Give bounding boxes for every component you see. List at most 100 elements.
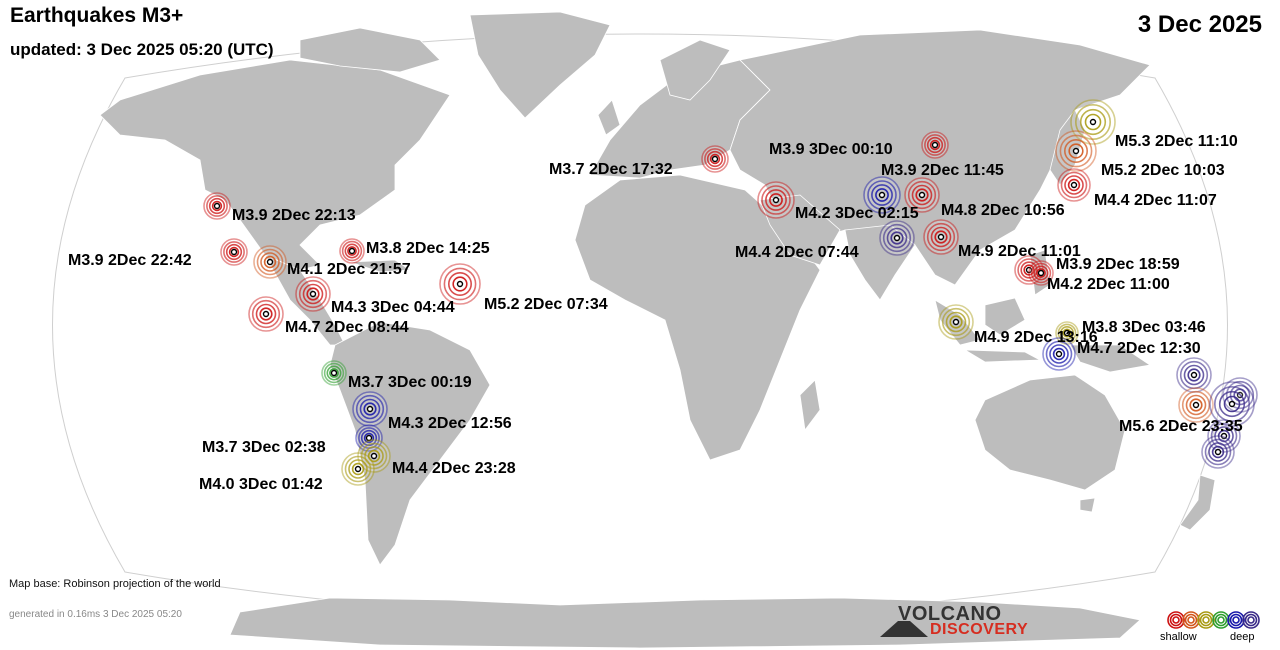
earthquake-marker[interactable]	[1201, 435, 1235, 469]
earthquake-marker[interactable]	[1055, 130, 1097, 172]
generated-note: generated in 0.16ms 3 Dec 2025 05:20	[9, 609, 182, 620]
legend-ring	[1187, 616, 1195, 624]
quake-label: M3.9 2Dec 22:13	[232, 207, 356, 224]
quake-label: M3.9 2Dec 18:59	[1056, 256, 1180, 273]
quake-label: M4.4 2Dec 23:28	[392, 460, 516, 477]
quake-label: M5.3 2Dec 11:10	[1115, 133, 1238, 150]
quake-label: M4.4 2Dec 07:44	[735, 244, 859, 261]
page-title: Earthquakes M3+	[10, 4, 184, 27]
current-date: 3 Dec 2025	[1137, 11, 1262, 38]
earthquake-marker[interactable]	[1070, 99, 1116, 145]
legend-ring	[1184, 613, 1198, 627]
arabian-peninsula	[759, 194, 841, 266]
quake-label: M4.1 2Dec 21:57	[287, 261, 411, 278]
earthquake-marker[interactable]	[701, 145, 729, 173]
legend-ring	[1214, 613, 1228, 627]
earthquake-marker[interactable]	[757, 181, 795, 219]
indonesia-borneo	[984, 297, 1026, 336]
earthquake-marker[interactable]	[1178, 387, 1214, 423]
quake-label: M4.7 2Dec 12:30	[1077, 340, 1201, 357]
earthquake-marker[interactable]	[1055, 321, 1079, 345]
quake-label: M3.9 2Dec 22:42	[68, 252, 192, 269]
earthquake-marker[interactable]	[1209, 381, 1255, 427]
greenland	[469, 11, 611, 119]
earthquake-marker[interactable]	[203, 192, 231, 220]
quake-label: M4.3 3Dec 04:44	[331, 299, 455, 316]
quake-label: M4.3 2Dec 12:56	[388, 415, 512, 432]
quake-label: M3.9 3Dec 00:10	[769, 141, 893, 158]
quake-label: M4.9 2Dec 11:01	[958, 243, 1081, 260]
legend-ring	[1229, 613, 1243, 627]
legend-ring	[1227, 611, 1245, 629]
earthquake-marker[interactable]	[248, 296, 284, 332]
quake-label: M4.2 2Dec 11:00	[1047, 276, 1170, 293]
earthquake-markers	[203, 99, 1258, 486]
earthquake-marker[interactable]	[1042, 337, 1076, 371]
earthquake-marker[interactable]	[321, 360, 347, 386]
earthquake-marker[interactable]	[295, 276, 331, 312]
earthquake-marker[interactable]	[1176, 357, 1212, 393]
legend-ring	[1172, 616, 1180, 624]
japan	[1049, 109, 1086, 186]
earthquake-marker[interactable]	[879, 220, 915, 256]
quake-label: M5.6 2Dec 23:35	[1119, 418, 1243, 435]
legend-ring	[1232, 616, 1240, 624]
arctic-islands	[299, 27, 441, 73]
legend-ring	[1169, 613, 1183, 627]
logo-line2: DISCOVERY	[930, 621, 1029, 638]
legend-ring	[1217, 616, 1225, 624]
australia	[974, 374, 1126, 491]
quake-label: M3.7 2Dec 17:32	[549, 161, 673, 178]
quake-label: M5.2 2Dec 10:03	[1101, 162, 1225, 179]
quake-label: M4.7 2Dec 08:44	[285, 319, 409, 336]
earthquake-marker[interactable]	[1028, 260, 1054, 286]
quake-label: M4.0 3Dec 01:42	[199, 476, 323, 493]
madagascar	[799, 379, 821, 432]
legend-ring	[1197, 611, 1215, 629]
depth-legend: shallow deep	[1160, 606, 1270, 646]
north-america	[99, 59, 451, 271]
quake-label: M3.8 2Dec 14:25	[366, 240, 490, 257]
earthquake-marker[interactable]	[253, 245, 287, 279]
new-guinea	[1069, 344, 1152, 373]
volcano-discovery-logo[interactable]: VOLCANO DISCOVERY	[880, 603, 1040, 643]
legend-ring	[1202, 616, 1210, 624]
legend-ring	[1242, 611, 1260, 629]
earthquake-marker[interactable]	[341, 452, 375, 486]
quake-labels: M3.9 2Dec 22:13 M3.9 2Dec 22:42 M4.1 2De…	[68, 133, 1243, 493]
earthquake-marker[interactable]	[921, 131, 949, 159]
legend-shallow-label: shallow	[1160, 631, 1197, 643]
volcano-icon	[880, 621, 928, 637]
logo-line1: VOLCANO	[898, 603, 1002, 625]
earthquake-marker[interactable]	[339, 238, 365, 264]
africa	[574, 174, 821, 461]
earthquake-marker[interactable]	[938, 304, 974, 340]
quake-label: M4.2 3Dec 02:15	[795, 205, 919, 222]
legend-ring	[1212, 611, 1230, 629]
map-base-note: Map base: Robinson projection of the wor…	[9, 578, 221, 590]
earthquake-marker[interactable]	[863, 176, 901, 214]
new-zealand	[1179, 474, 1216, 531]
updated-timestamp: updated: 3 Dec 2025 05:20 (UTC)	[10, 40, 274, 59]
earthquake-marker[interactable]	[352, 391, 388, 427]
tasmania	[1079, 497, 1096, 513]
depth-legend-rings	[1167, 611, 1260, 629]
earthquake-marker[interactable]	[1057, 168, 1091, 202]
legend-ring	[1244, 613, 1258, 627]
quake-label: M4.8 2Dec 10:56	[941, 202, 1065, 219]
quake-label: M4.4 2Dec 11:07	[1094, 192, 1217, 209]
earthquake-marker[interactable]	[904, 177, 940, 213]
legend-ring	[1247, 616, 1255, 624]
legend-ring	[1167, 611, 1185, 629]
earthquake-marker[interactable]	[923, 219, 959, 255]
legend-deep-label: deep	[1230, 631, 1255, 643]
quake-label: M3.9 2Dec 11:45	[881, 162, 1004, 179]
scandinavia	[659, 39, 731, 101]
quake-label: M3.8 3Dec 03:46	[1082, 319, 1206, 336]
asia	[729, 29, 1151, 286]
south-america	[329, 321, 491, 566]
earthquake-marker[interactable]	[220, 238, 248, 266]
indonesia-java	[963, 349, 1042, 363]
earthquake-marker[interactable]	[439, 263, 481, 305]
